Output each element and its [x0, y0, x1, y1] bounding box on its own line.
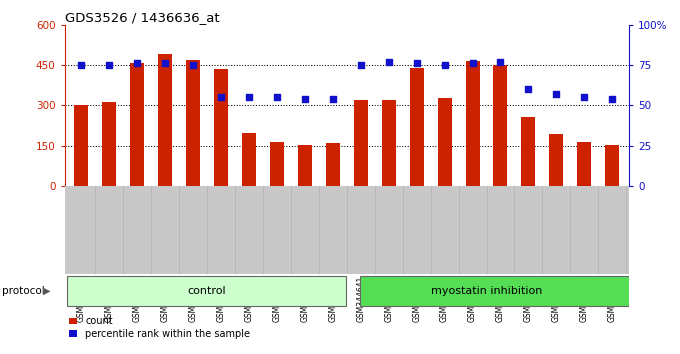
Point — [607, 96, 617, 102]
Bar — [242, 133, 256, 186]
Point — [467, 61, 478, 66]
FancyBboxPatch shape — [67, 276, 346, 306]
Point — [299, 96, 310, 102]
Point — [523, 86, 534, 92]
Text: control: control — [188, 286, 226, 296]
Bar — [438, 98, 452, 186]
Bar — [522, 118, 535, 186]
Point — [188, 62, 199, 68]
Bar — [270, 142, 284, 186]
Bar — [326, 143, 340, 186]
Bar — [494, 65, 507, 186]
Point — [271, 95, 282, 100]
Bar — [605, 145, 619, 186]
Point — [76, 62, 87, 68]
Bar — [102, 102, 116, 186]
Bar — [381, 100, 396, 186]
FancyBboxPatch shape — [360, 276, 654, 306]
Point — [384, 59, 394, 65]
Bar — [298, 145, 312, 186]
Bar — [466, 61, 479, 186]
Point — [132, 61, 143, 66]
Bar — [409, 68, 424, 186]
Text: protocol: protocol — [2, 286, 45, 296]
Point — [160, 61, 171, 66]
Text: GDS3526 / 1436636_at: GDS3526 / 1436636_at — [65, 11, 219, 24]
Point — [356, 62, 367, 68]
Point — [104, 62, 115, 68]
Text: ▶: ▶ — [43, 286, 50, 296]
Bar — [577, 142, 592, 186]
Bar — [214, 69, 228, 186]
Point — [327, 96, 338, 102]
Bar — [74, 105, 88, 186]
Bar — [354, 100, 368, 186]
Point — [216, 95, 226, 100]
Bar — [186, 60, 200, 186]
Point — [551, 91, 562, 97]
Bar — [158, 54, 172, 186]
Text: myostatin inhibition: myostatin inhibition — [431, 286, 542, 296]
Point — [495, 59, 506, 65]
Point — [243, 95, 254, 100]
Point — [439, 62, 450, 68]
Bar — [549, 134, 563, 186]
Legend: count, percentile rank within the sample: count, percentile rank within the sample — [69, 316, 250, 339]
Point — [411, 61, 422, 66]
Bar — [131, 63, 144, 186]
Point — [579, 95, 590, 100]
